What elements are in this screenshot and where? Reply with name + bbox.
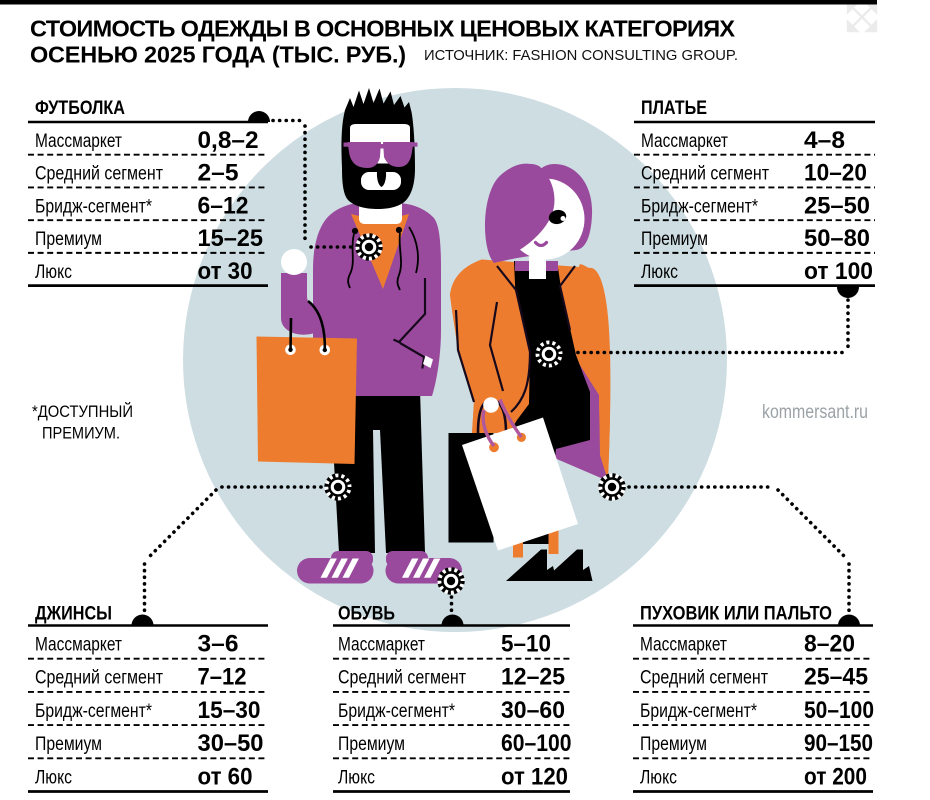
- svg-text:Массмаркет: Массмаркет: [35, 131, 122, 152]
- svg-text:Средний сегмент: Средний сегмент: [641, 164, 769, 185]
- svg-text:Средний сегмент: Средний сегмент: [640, 668, 768, 689]
- svg-text:Бридж-сегмент*: Бридж-сегмент*: [640, 701, 757, 722]
- svg-text:Массмаркет: Массмаркет: [640, 635, 727, 656]
- svg-text:ПУХОВИК ИЛИ ПАЛЬТО: ПУХОВИК ИЛИ ПАЛЬТО: [640, 604, 832, 625]
- svg-text:Средний сегмент: Средний сегмент: [338, 668, 466, 689]
- svg-text:5–10: 5–10: [501, 631, 551, 658]
- svg-text:30–50: 30–50: [198, 730, 264, 757]
- svg-text:kommersant.ru: kommersant.ru: [762, 402, 868, 423]
- svg-text:Премиум: Премиум: [35, 229, 102, 250]
- svg-text:30–60: 30–60: [501, 697, 565, 724]
- svg-text:2–5: 2–5: [198, 160, 239, 187]
- svg-text:12–25: 12–25: [501, 664, 565, 691]
- svg-text:Бридж-сегмент*: Бридж-сегмент*: [338, 701, 455, 722]
- svg-text:*ДОСТУПНЫЙ: *ДОСТУПНЫЙ: [32, 402, 133, 421]
- svg-text:ОСЕНЬЮ 2025 ГОДА (ТЫС. РУБ.): ОСЕНЬЮ 2025 ГОДА (ТЫС. РУБ.): [30, 42, 406, 68]
- svg-text:90–150: 90–150: [804, 730, 873, 757]
- svg-text:Люкс: Люкс: [640, 767, 677, 788]
- svg-text:от 60: от 60: [198, 763, 253, 790]
- svg-text:25–45: 25–45: [804, 664, 868, 691]
- svg-text:50–100: 50–100: [804, 697, 874, 724]
- svg-text:0,8–2: 0,8–2: [198, 127, 259, 154]
- svg-text:3–6: 3–6: [198, 631, 239, 658]
- svg-text:ОБУВЬ: ОБУВЬ: [338, 604, 395, 625]
- svg-text:ФУТБОЛКА: ФУТБОЛКА: [35, 98, 125, 119]
- svg-text:15–25: 15–25: [198, 225, 264, 252]
- svg-text:8–20: 8–20: [804, 631, 855, 658]
- svg-text:60–100: 60–100: [501, 730, 572, 757]
- svg-text:СТОИМОСТЬ ОДЕЖДЫ В ОСНОВНЫХ ЦЕ: СТОИМОСТЬ ОДЕЖДЫ В ОСНОВНЫХ ЦЕНОВЫХ КАТЕ…: [30, 15, 735, 41]
- svg-text:ПЛАТЬЕ: ПЛАТЬЕ: [641, 98, 707, 119]
- svg-text:Средний сегмент: Средний сегмент: [35, 164, 163, 185]
- svg-text:от 30: от 30: [198, 258, 253, 285]
- svg-text:Бридж-сегмент*: Бридж-сегмент*: [35, 196, 152, 217]
- svg-text:Массмаркет: Массмаркет: [641, 131, 728, 152]
- svg-text:Премиум: Премиум: [35, 734, 102, 755]
- svg-text:Бридж-сегмент*: Бридж-сегмент*: [35, 701, 152, 722]
- svg-text:Люкс: Люкс: [35, 767, 72, 788]
- svg-text:6–12: 6–12: [198, 192, 249, 219]
- svg-text:от 120: от 120: [501, 763, 568, 790]
- svg-text:Премиум: Премиум: [641, 229, 708, 250]
- svg-text:от 200: от 200: [804, 763, 867, 790]
- svg-text:Бридж-сегмент*: Бридж-сегмент*: [641, 196, 758, 217]
- svg-text:4–8: 4–8: [804, 127, 845, 154]
- svg-text:7–12: 7–12: [198, 664, 247, 691]
- svg-text:от 100: от 100: [804, 258, 873, 285]
- svg-text:Премиум: Премиум: [338, 734, 405, 755]
- svg-text:Средний сегмент: Средний сегмент: [35, 668, 163, 689]
- svg-text:ИСТОЧНИК: FASHION CONSULTING G: ИСТОЧНИК: FASHION CONSULTING GROUP.: [424, 48, 738, 64]
- svg-text:Премиум: Премиум: [640, 734, 707, 755]
- svg-text:Люкс: Люкс: [641, 262, 678, 283]
- svg-text:10–20: 10–20: [804, 160, 867, 187]
- svg-text:ДЖИНСЫ: ДЖИНСЫ: [35, 604, 112, 625]
- svg-text:Массмаркет: Массмаркет: [35, 635, 122, 656]
- svg-text:Массмаркет: Массмаркет: [338, 635, 425, 656]
- svg-text:Люкс: Люкс: [338, 767, 375, 788]
- svg-text:ПРЕМИУМ.: ПРЕМИУМ.: [42, 424, 120, 443]
- svg-text:50–80: 50–80: [804, 225, 870, 252]
- svg-text:15–30: 15–30: [198, 697, 261, 724]
- svg-text:Люкс: Люкс: [35, 262, 72, 283]
- svg-text:25–50: 25–50: [804, 192, 870, 219]
